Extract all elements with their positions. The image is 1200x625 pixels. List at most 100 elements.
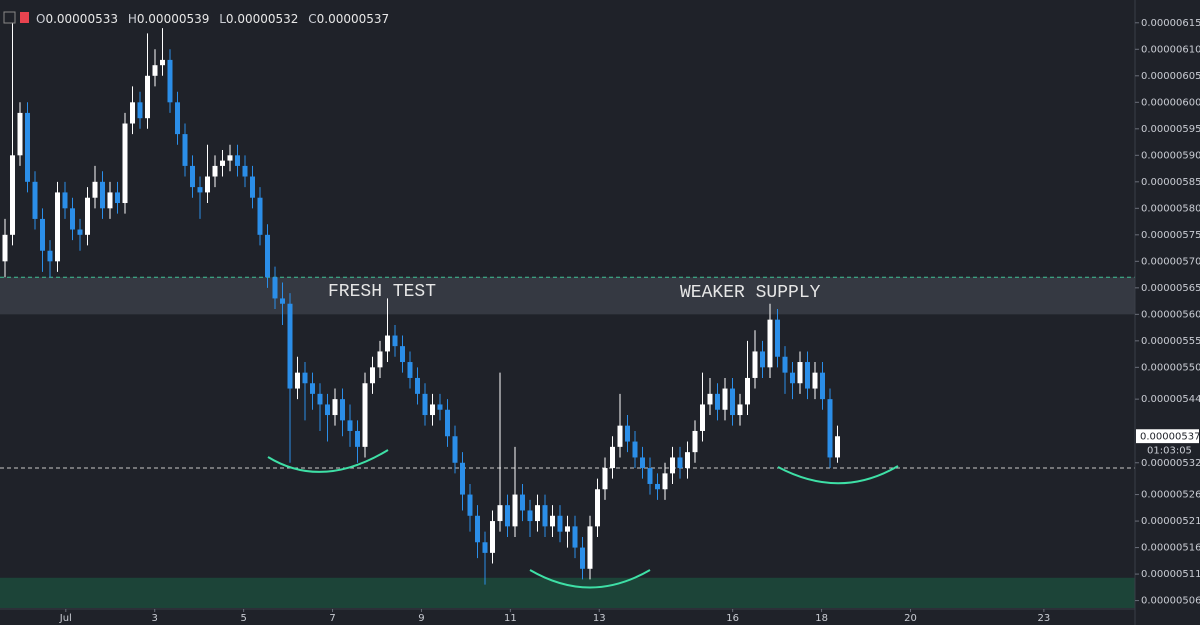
candle-body bbox=[632, 441, 638, 458]
x-tick-label: 5 bbox=[240, 613, 246, 624]
candle-body bbox=[227, 155, 233, 161]
y-tick-label: 0.00000580 bbox=[1141, 203, 1200, 214]
x-tick-label: 13 bbox=[593, 613, 606, 624]
candle-body bbox=[317, 393, 323, 405]
candle-body bbox=[700, 404, 705, 431]
curve bbox=[777, 465, 899, 485]
countdown-box bbox=[1136, 443, 1199, 457]
candle-body bbox=[527, 510, 533, 522]
candle-body bbox=[145, 75, 150, 119]
x-tick-label: 20 bbox=[904, 613, 917, 624]
y-tick-label: 0.00000560 bbox=[1141, 309, 1200, 320]
candle-body bbox=[85, 197, 90, 235]
candle-body bbox=[287, 303, 293, 389]
levels bbox=[0, 276, 1135, 469]
candle-body bbox=[377, 351, 383, 368]
candle-body bbox=[647, 468, 653, 484]
legend-value: 0.00000533 bbox=[45, 12, 118, 26]
x-tick-label: 7 bbox=[329, 613, 335, 624]
candle-body bbox=[730, 388, 735, 416]
candle-body bbox=[617, 425, 623, 447]
candle-body bbox=[610, 446, 615, 469]
candle-body bbox=[235, 155, 240, 166]
candle-body bbox=[17, 112, 23, 156]
candle-body bbox=[407, 362, 413, 378]
candle-body bbox=[77, 229, 83, 235]
candle-body bbox=[92, 181, 98, 198]
y-tick-label: 0.00000506 bbox=[1141, 596, 1200, 607]
zones bbox=[0, 277, 1135, 608]
y-tick-label: 0.00000516 bbox=[1141, 543, 1200, 554]
candle-body bbox=[752, 351, 758, 378]
candle-body bbox=[10, 155, 15, 235]
candle-body bbox=[70, 208, 75, 230]
y-tick-label: 0.00000532 bbox=[1141, 458, 1200, 469]
candle-body bbox=[775, 319, 780, 357]
candle-body bbox=[580, 547, 585, 569]
candle-body bbox=[55, 192, 60, 262]
candle-body bbox=[475, 515, 480, 543]
candle-body bbox=[670, 457, 675, 474]
candle-body bbox=[520, 494, 525, 511]
y-tick-label: 0.00000600 bbox=[1141, 97, 1200, 108]
candle-body bbox=[445, 409, 450, 437]
curve bbox=[529, 569, 651, 589]
candle-body bbox=[347, 420, 353, 431]
candle-body bbox=[835, 436, 840, 458]
y-tick-label: 0.00000570 bbox=[1141, 256, 1200, 267]
candle-body bbox=[715, 393, 720, 410]
expand-icon[interactable] bbox=[3, 11, 16, 24]
candle-body bbox=[482, 542, 488, 553]
candle-body bbox=[640, 457, 645, 469]
y-tick-label: 0.00000555 bbox=[1141, 336, 1200, 347]
candle-body bbox=[115, 192, 120, 204]
candle-body bbox=[40, 218, 45, 251]
legend-key: H bbox=[128, 12, 137, 26]
y-tick-label: 0.00000511 bbox=[1141, 569, 1200, 580]
candle-body bbox=[265, 234, 270, 278]
y-tick-label: 0.00000575 bbox=[1141, 230, 1200, 241]
x-tick-label: 9 bbox=[418, 613, 424, 624]
candle-body bbox=[430, 404, 435, 416]
candle-body bbox=[355, 430, 360, 447]
candle-body bbox=[505, 505, 510, 527]
x-tick-label: 23 bbox=[1037, 613, 1050, 624]
candle-body bbox=[295, 372, 300, 389]
candle-body bbox=[497, 505, 503, 522]
legend-key: L bbox=[219, 12, 226, 26]
annotation: WEAKER SUPPLY bbox=[680, 283, 821, 303]
candle-body bbox=[595, 489, 600, 527]
candle-body bbox=[175, 102, 180, 135]
candle-body bbox=[452, 436, 458, 463]
candle-body bbox=[550, 515, 555, 527]
candle-body bbox=[220, 160, 225, 166]
x-tick-label: 16 bbox=[726, 613, 739, 624]
candle-body bbox=[370, 367, 375, 384]
candle-body bbox=[587, 526, 593, 569]
candle-body bbox=[655, 483, 660, 490]
x-tick-label: 11 bbox=[504, 613, 517, 624]
candle-body bbox=[167, 59, 173, 103]
candle-body bbox=[722, 388, 728, 410]
legend-value: 0.00000537 bbox=[317, 12, 390, 26]
candle-body bbox=[692, 430, 698, 453]
y-tick-label: 0.00000605 bbox=[1141, 71, 1200, 82]
candle-body bbox=[790, 372, 795, 384]
candle-body bbox=[362, 383, 368, 447]
legend-value: 0.00000532 bbox=[226, 12, 299, 26]
candle-body bbox=[572, 526, 578, 548]
candle-body bbox=[160, 59, 165, 66]
candle-body bbox=[745, 377, 750, 405]
annotation: FRESH TEST bbox=[328, 282, 436, 302]
x-tick-label: Jul bbox=[59, 613, 72, 624]
candle-body bbox=[47, 250, 53, 262]
candle-body bbox=[437, 404, 443, 410]
y-tick-label: 0.00000565 bbox=[1141, 283, 1200, 294]
candle-body bbox=[467, 494, 473, 516]
y-tick-label: 0.00000550 bbox=[1141, 362, 1200, 373]
candle-body bbox=[122, 123, 128, 204]
y-tick-label: 0.00000585 bbox=[1141, 177, 1200, 188]
candle-body bbox=[490, 521, 495, 553]
legend-key: O bbox=[36, 12, 45, 26]
